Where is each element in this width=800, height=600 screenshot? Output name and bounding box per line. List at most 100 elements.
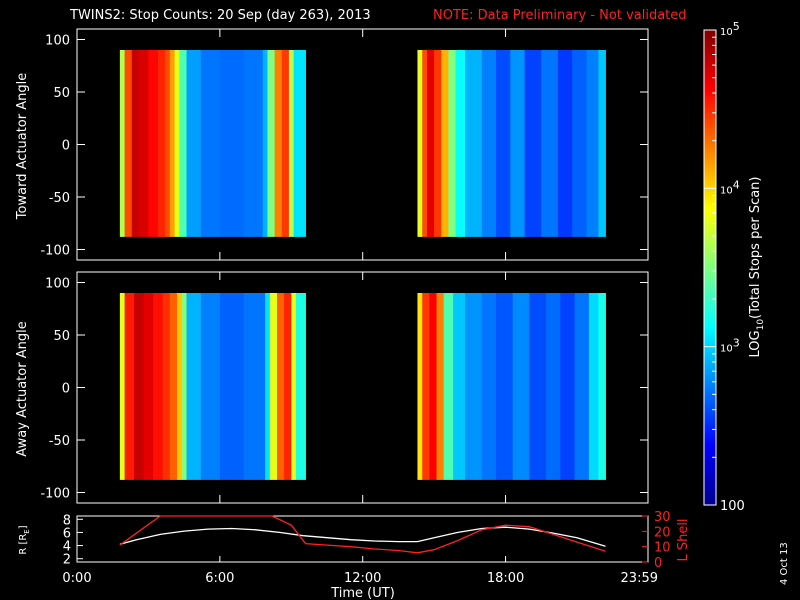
away-stripe xyxy=(176,293,183,480)
away-stripe xyxy=(124,293,135,480)
time-xtick-label: 0:00 xyxy=(62,571,91,586)
orbit-plot-frame xyxy=(76,515,649,563)
toward-stripe xyxy=(417,50,423,237)
toward-ylabel: Toward Actuator Angle xyxy=(15,73,30,220)
toward-stripe xyxy=(448,50,456,237)
toward-ytick-label: -100 xyxy=(40,244,70,259)
away-stripe xyxy=(219,293,245,480)
away-ylabel: Away Actuator Angle xyxy=(15,321,30,456)
preliminary-note: NOTE: Data Preliminary - Not validated xyxy=(433,8,687,23)
colorbar-tick-label: 104 xyxy=(720,178,740,196)
away-stripe xyxy=(265,293,271,480)
away-stripe xyxy=(512,293,530,480)
time-xtick-label: 23:59 xyxy=(621,571,658,586)
away-heatmap-data xyxy=(119,293,606,480)
colorbar: 105 104 103 100 LOG10(Total Stops per Scan) xyxy=(703,20,766,514)
away-stripe xyxy=(422,293,430,480)
toward-stripe xyxy=(455,50,466,237)
toward-stripe xyxy=(165,50,171,237)
away-ytick-label: 50 xyxy=(53,329,70,344)
toward-stripe xyxy=(293,50,306,237)
toward-stripe xyxy=(274,50,283,237)
away-stripe xyxy=(417,293,423,480)
date-stamp: 4 Oct 13 xyxy=(779,542,790,585)
toward-axis-ticks: 100 50 0 -50 -100 xyxy=(40,29,649,260)
radius-ytick-label: 4 xyxy=(63,540,71,555)
radius-ytick-label: 8 xyxy=(63,513,71,528)
radius-ytick-label: 6 xyxy=(63,526,71,541)
away-stripe xyxy=(429,293,437,480)
toward-stripe xyxy=(496,50,511,237)
toward-ytick-label: -50 xyxy=(49,191,70,206)
toward-stripe xyxy=(465,50,483,237)
colorbar-tick-label: 103 xyxy=(720,337,740,355)
toward-stripe xyxy=(510,50,526,237)
toward-stripe xyxy=(169,50,176,237)
away-stripe xyxy=(496,293,514,480)
chart-title: TWINS2: Stop Counts: 20 Sep (day 263), 2… xyxy=(69,8,371,23)
lshell-ytick-label: 10 xyxy=(654,541,671,556)
lshell-ylabel: L Shell xyxy=(676,518,691,561)
time-xtick-label: 18:00 xyxy=(487,571,524,586)
toward-stripe xyxy=(119,50,126,237)
toward-heatmap-data xyxy=(119,50,606,237)
toward-stripe xyxy=(541,50,559,237)
away-stripe xyxy=(276,293,285,480)
away-axis-ticks: 100 50 0 -50 -100 xyxy=(40,272,649,503)
away-stripe xyxy=(465,293,483,480)
away-stripe xyxy=(181,293,187,480)
toward-stripe xyxy=(288,50,295,237)
toward-stripe xyxy=(481,50,497,237)
away-ytick-label: 100 xyxy=(45,277,70,292)
away-stripe xyxy=(560,293,575,480)
toward-stripe xyxy=(524,50,542,237)
away-stripe xyxy=(169,293,178,480)
away-stripe xyxy=(296,293,306,480)
away-stripe xyxy=(153,293,164,480)
toward-stripe xyxy=(262,50,268,237)
orbit-lines xyxy=(119,515,606,554)
toward-stripe xyxy=(572,50,587,237)
toward-stripe xyxy=(267,50,276,237)
toward-stripe xyxy=(281,50,290,237)
colorbar-tick-label: 100 xyxy=(720,499,745,514)
toward-stripe xyxy=(441,50,449,237)
toward-ytick-label: 100 xyxy=(45,34,70,49)
away-stripe xyxy=(291,293,297,480)
away-stripe xyxy=(284,293,292,480)
away-stripe xyxy=(598,293,606,480)
toward-stripe xyxy=(586,50,599,237)
toward-ytick-label: 50 xyxy=(53,86,70,101)
away-stripe xyxy=(134,293,145,480)
toward-stripe xyxy=(186,50,202,237)
colorbar-ticks: 105 104 103 100 xyxy=(704,20,745,514)
away-heatmap-panel: 100 50 0 -50 -100 Away Actuator Angle xyxy=(15,271,649,504)
toward-stripe xyxy=(174,50,180,237)
away-stripe xyxy=(243,293,266,480)
lshell-line xyxy=(119,515,606,554)
radius-line xyxy=(119,526,606,547)
away-stripe xyxy=(143,293,154,480)
toward-stripe xyxy=(200,50,221,237)
lshell-ytick-label: 20 xyxy=(654,525,671,540)
away-stripe xyxy=(443,293,454,480)
toward-stripe xyxy=(179,50,187,237)
toward-heatmap-panel: 100 50 0 -50 -100 Toward Actuator Angle xyxy=(15,28,649,261)
toward-stripe xyxy=(138,50,149,237)
away-stripe xyxy=(436,293,445,480)
colorbar-tick-label: 105 xyxy=(720,20,740,38)
away-stripe xyxy=(162,293,171,480)
time-xtick-label: 6:00 xyxy=(205,571,234,586)
away-stripe xyxy=(481,293,497,480)
toward-ytick-label: 0 xyxy=(62,139,70,154)
away-stripe xyxy=(453,293,466,480)
radius-ylabel: R [RE] xyxy=(18,525,31,554)
colorbar-label: LOG10(Total Stops per Scan) xyxy=(748,177,766,358)
away-stripe xyxy=(574,293,590,480)
away-ytick-label: 0 xyxy=(62,382,70,397)
time-xlabel: Time (UT) xyxy=(330,586,395,600)
away-stripe xyxy=(546,293,561,480)
